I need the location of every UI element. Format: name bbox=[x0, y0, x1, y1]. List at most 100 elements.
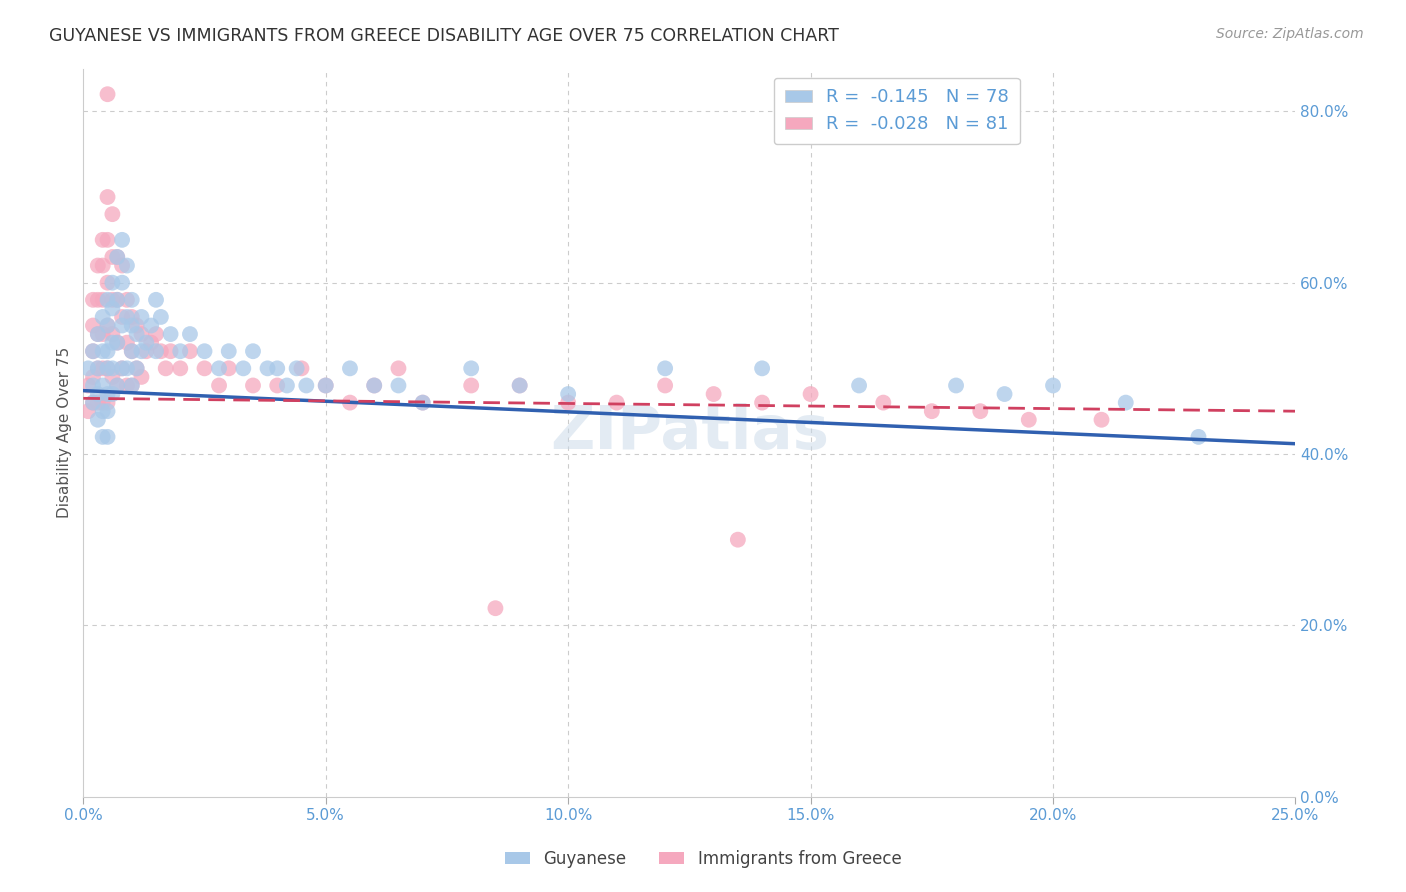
Point bbox=[91, 293, 114, 307]
Point bbox=[111, 310, 134, 324]
Point bbox=[111, 276, 134, 290]
Point bbox=[315, 378, 337, 392]
Point bbox=[77, 378, 100, 392]
Point bbox=[115, 335, 138, 350]
Text: Source: ZipAtlas.com: Source: ZipAtlas.com bbox=[1216, 27, 1364, 41]
Point bbox=[654, 378, 676, 392]
Point bbox=[91, 259, 114, 273]
Point bbox=[101, 387, 124, 401]
Point bbox=[91, 430, 114, 444]
Point bbox=[276, 378, 298, 392]
Point bbox=[557, 395, 579, 409]
Point bbox=[96, 404, 118, 418]
Point bbox=[96, 361, 118, 376]
Point bbox=[96, 387, 118, 401]
Point bbox=[1018, 413, 1040, 427]
Point bbox=[131, 310, 153, 324]
Point bbox=[91, 327, 114, 342]
Point bbox=[82, 344, 104, 359]
Point bbox=[115, 310, 138, 324]
Point bbox=[101, 361, 124, 376]
Point bbox=[125, 318, 148, 333]
Point bbox=[339, 395, 361, 409]
Point bbox=[921, 404, 943, 418]
Point bbox=[242, 344, 264, 359]
Point bbox=[290, 361, 312, 376]
Point bbox=[412, 395, 434, 409]
Point bbox=[266, 361, 288, 376]
Point bbox=[87, 327, 110, 342]
Point bbox=[208, 361, 231, 376]
Point bbox=[654, 361, 676, 376]
Point bbox=[169, 361, 191, 376]
Text: GUYANESE VS IMMIGRANTS FROM GREECE DISABILITY AGE OVER 75 CORRELATION CHART: GUYANESE VS IMMIGRANTS FROM GREECE DISAB… bbox=[49, 27, 839, 45]
Point bbox=[121, 378, 143, 392]
Point bbox=[96, 361, 118, 376]
Point bbox=[509, 378, 531, 392]
Point bbox=[848, 378, 870, 392]
Point bbox=[101, 327, 124, 342]
Point bbox=[1187, 430, 1209, 444]
Point bbox=[87, 361, 110, 376]
Point bbox=[484, 601, 506, 615]
Point bbox=[179, 327, 201, 342]
Point bbox=[91, 344, 114, 359]
Point bbox=[125, 361, 148, 376]
Point bbox=[82, 370, 104, 384]
Point bbox=[285, 361, 308, 376]
Point bbox=[77, 361, 100, 376]
Point bbox=[82, 344, 104, 359]
Point bbox=[159, 327, 181, 342]
Point bbox=[169, 344, 191, 359]
Point bbox=[159, 344, 181, 359]
Point bbox=[121, 310, 143, 324]
Point bbox=[105, 250, 128, 264]
Point bbox=[145, 293, 167, 307]
Point bbox=[121, 293, 143, 307]
Point bbox=[155, 361, 177, 376]
Point bbox=[131, 370, 153, 384]
Point bbox=[131, 344, 153, 359]
Point bbox=[91, 361, 114, 376]
Point bbox=[105, 378, 128, 392]
Point bbox=[87, 361, 110, 376]
Point bbox=[96, 87, 118, 102]
Point bbox=[800, 387, 823, 401]
Point bbox=[111, 318, 134, 333]
Point bbox=[387, 361, 409, 376]
Point bbox=[96, 318, 118, 333]
Point bbox=[149, 310, 172, 324]
Point bbox=[115, 259, 138, 273]
Point bbox=[969, 404, 991, 418]
Legend: R =  -0.145   N = 78, R =  -0.028   N = 81: R = -0.145 N = 78, R = -0.028 N = 81 bbox=[773, 78, 1019, 145]
Point bbox=[115, 361, 138, 376]
Point bbox=[87, 413, 110, 427]
Point bbox=[145, 344, 167, 359]
Point bbox=[91, 233, 114, 247]
Point bbox=[115, 378, 138, 392]
Point bbox=[1115, 395, 1137, 409]
Point bbox=[87, 293, 110, 307]
Point bbox=[96, 344, 118, 359]
Point bbox=[101, 301, 124, 316]
Point bbox=[232, 361, 254, 376]
Point bbox=[111, 259, 134, 273]
Point bbox=[179, 344, 201, 359]
Point bbox=[256, 361, 278, 376]
Legend: Guyanese, Immigrants from Greece: Guyanese, Immigrants from Greece bbox=[498, 844, 908, 875]
Point bbox=[149, 344, 172, 359]
Point bbox=[82, 293, 104, 307]
Point bbox=[105, 250, 128, 264]
Point bbox=[87, 395, 110, 409]
Point bbox=[945, 378, 967, 392]
Y-axis label: Disability Age Over 75: Disability Age Over 75 bbox=[58, 347, 72, 518]
Point bbox=[295, 378, 318, 392]
Point bbox=[145, 327, 167, 342]
Point bbox=[101, 293, 124, 307]
Point bbox=[82, 395, 104, 409]
Point bbox=[101, 207, 124, 221]
Point bbox=[105, 335, 128, 350]
Point bbox=[125, 327, 148, 342]
Point bbox=[111, 233, 134, 247]
Point bbox=[141, 318, 163, 333]
